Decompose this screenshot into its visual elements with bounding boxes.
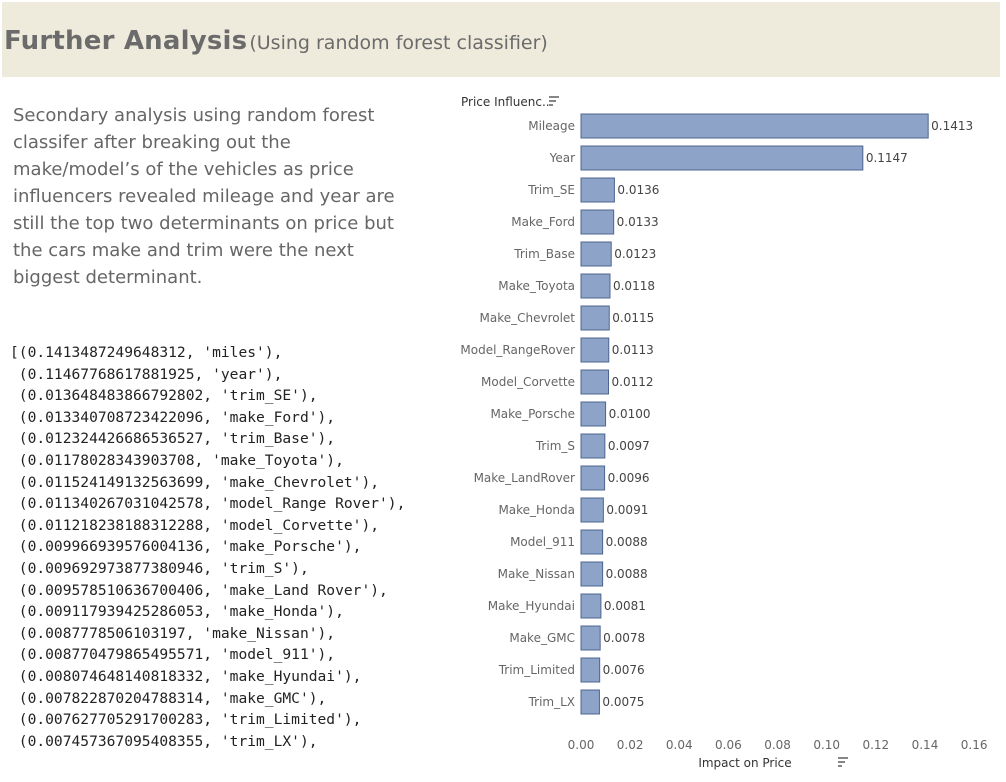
code-line: (0.007457367095408355, 'trim_LX'),	[10, 732, 318, 750]
bar-make-chevrolet[interactable]	[580, 305, 610, 331]
value-label: 0.0112	[612, 375, 654, 389]
value-label: 0.0076	[603, 663, 645, 677]
value-label: 0.0088	[606, 567, 648, 581]
bar-make-nissan[interactable]	[580, 561, 604, 587]
value-label: 0.0075	[602, 695, 644, 709]
code-line: (0.11467768617881925, 'year'),	[10, 365, 283, 383]
x-tick-label: 0.06	[715, 738, 742, 752]
value-label: 0.0100	[609, 407, 651, 421]
category-label: Make_LandRover	[474, 471, 575, 485]
value-label: 0.0118	[613, 279, 655, 293]
category-label: Trim_LX	[528, 695, 575, 709]
bar-year[interactable]	[580, 145, 864, 171]
code-line: (0.01178028343903708, 'make_Toyota'),	[10, 451, 344, 469]
code-line: (0.013340708723422096, 'make_Ford'),	[10, 408, 336, 426]
value-label: 0.0133	[617, 215, 659, 229]
bar-trim-base[interactable]	[580, 241, 612, 267]
bar-make-honda[interactable]	[580, 497, 604, 523]
bar-make-hyundai[interactable]	[580, 593, 602, 619]
value-label: 0.0091	[606, 503, 648, 517]
category-label: Make_Toyota	[498, 279, 575, 293]
code-line: (0.013648483866792802, 'trim_SE'),	[10, 387, 318, 405]
page-header: Further Analysis (Using random forest cla…	[2, 2, 1000, 77]
category-label: Model_Corvette	[481, 375, 575, 389]
bar-trim-se[interactable]	[580, 177, 615, 203]
x-tick-label: 0.02	[617, 738, 644, 752]
category-label: Make_Honda	[498, 503, 575, 517]
code-line: (0.0087778506103197, 'make_Nissan'),	[10, 624, 336, 642]
x-tick-label: 0.00	[568, 738, 595, 752]
bar-model-rangerover[interactable]	[580, 337, 610, 363]
sort-icon[interactable]	[838, 757, 848, 767]
x-tick-label: 0.10	[813, 738, 840, 752]
category-label: Year	[549, 151, 575, 165]
value-label: 0.0113	[612, 343, 654, 357]
bar-trim-limited[interactable]	[580, 657, 601, 683]
bar-make-ford[interactable]	[580, 209, 615, 235]
code-line: (0.008074648140818332, 'make_Hyundai'),	[10, 667, 362, 685]
code-line: (0.009966939576004136, 'make_Porsche'),	[10, 538, 362, 556]
category-label: Model_RangeRover	[460, 343, 575, 357]
code-output: [(0.1413487249648312, 'miles'), (0.11467…	[10, 342, 405, 752]
x-tick-label: 0.14	[912, 738, 939, 752]
analysis-description: Secondary analysis using random forest c…	[13, 105, 395, 288]
value-label: 0.0088	[606, 535, 648, 549]
x-tick-label: 0.12	[862, 738, 889, 752]
x-axis-title: Impact on Price	[698, 756, 791, 770]
bar-trim-s[interactable]	[580, 433, 606, 459]
category-label: Trim_Base	[513, 247, 575, 261]
code-line: (0.011524149132563699, 'make_Chevrolet')…	[10, 473, 380, 491]
y-axis-header: Price Influenc..	[461, 95, 550, 109]
title-subtitle: (Using random forest classifier)	[249, 32, 548, 54]
code-line: (0.007822870204788314, 'make_GMC'),	[10, 689, 327, 707]
code-line: (0.012324426686536527, 'trim_Base'),	[10, 430, 336, 448]
code-line: (0.009692973877380946, 'trim_S'),	[10, 559, 309, 577]
value-label: 0.0078	[603, 631, 645, 645]
code-line: (0.009117939425286053, 'make_Honda'),	[10, 603, 344, 621]
x-tick-label: 0.16	[961, 738, 988, 752]
category-label: Make_Ford	[511, 215, 575, 229]
bars-group: Mileage 0.1413 Year 0.1147 Trim_SE 0.0136 Make…	[460, 113, 973, 715]
value-label: 0.0096	[608, 471, 650, 485]
chart-container: Price Influenc.. Mileage 0.1413 Year 0.1147…	[450, 88, 1006, 778]
category-label: Trim_S	[535, 439, 575, 453]
code-line: (0.008770479865495571, 'model_911'),	[10, 646, 336, 664]
category-label: Make_Nissan	[498, 567, 575, 581]
value-label: 0.0136	[617, 183, 659, 197]
category-label: Trim_Limited	[498, 663, 575, 677]
x-tick-label: 0.08	[764, 738, 791, 752]
value-label: 0.0115	[612, 311, 654, 325]
bar-model-911[interactable]	[580, 529, 604, 555]
bar-make-gmc[interactable]	[580, 625, 601, 651]
category-label: Trim_SE	[527, 183, 575, 197]
category-label: Make_Porsche	[490, 407, 575, 421]
bar-mileage[interactable]	[580, 113, 929, 139]
value-label: 0.1413	[931, 119, 973, 133]
category-label: Mileage	[528, 119, 575, 133]
value-label: 0.0097	[608, 439, 650, 453]
category-label: Make_Hyundai	[488, 599, 575, 613]
title-main: Further Analysis	[4, 26, 248, 56]
value-label: 0.1147	[866, 151, 908, 165]
code-line: (0.011340267031042578, 'model_Range Rove…	[10, 495, 406, 513]
bar-make-landrover[interactable]	[580, 465, 606, 491]
x-axis: 0.00 0.02 0.04 0.06 0.08 0.10 0.12 0.14 0.16	[568, 738, 988, 752]
page-title: Further Analysis (Using random forest cla…	[4, 26, 548, 56]
bar-make-porsche[interactable]	[580, 401, 607, 427]
category-label: Model_911	[510, 535, 575, 549]
sort-descending-icon[interactable]	[549, 96, 559, 106]
code-line: (0.011218238188312288, 'model_Corvette')…	[10, 516, 380, 534]
bar-make-toyota[interactable]	[580, 273, 611, 299]
code-line: (0.007627705291700283, 'trim_Limited'),	[10, 711, 362, 729]
value-label: 0.0123	[614, 247, 656, 261]
value-label: 0.0081	[604, 599, 646, 613]
code-line: [(0.1413487249648312, 'miles'),	[10, 344, 283, 361]
x-tick-label: 0.04	[666, 738, 693, 752]
code-line: (0.009578510636700406, 'make_Land Rover'…	[10, 581, 388, 599]
category-label: Make_Chevrolet	[479, 311, 575, 325]
bar-trim-lx[interactable]	[580, 689, 600, 715]
feature-importance-chart: Price Influenc.. Mileage 0.1413 Year 0.1147…	[460, 95, 988, 770]
category-label: Make_GMC	[509, 631, 575, 645]
bar-model-corvette[interactable]	[580, 369, 610, 395]
